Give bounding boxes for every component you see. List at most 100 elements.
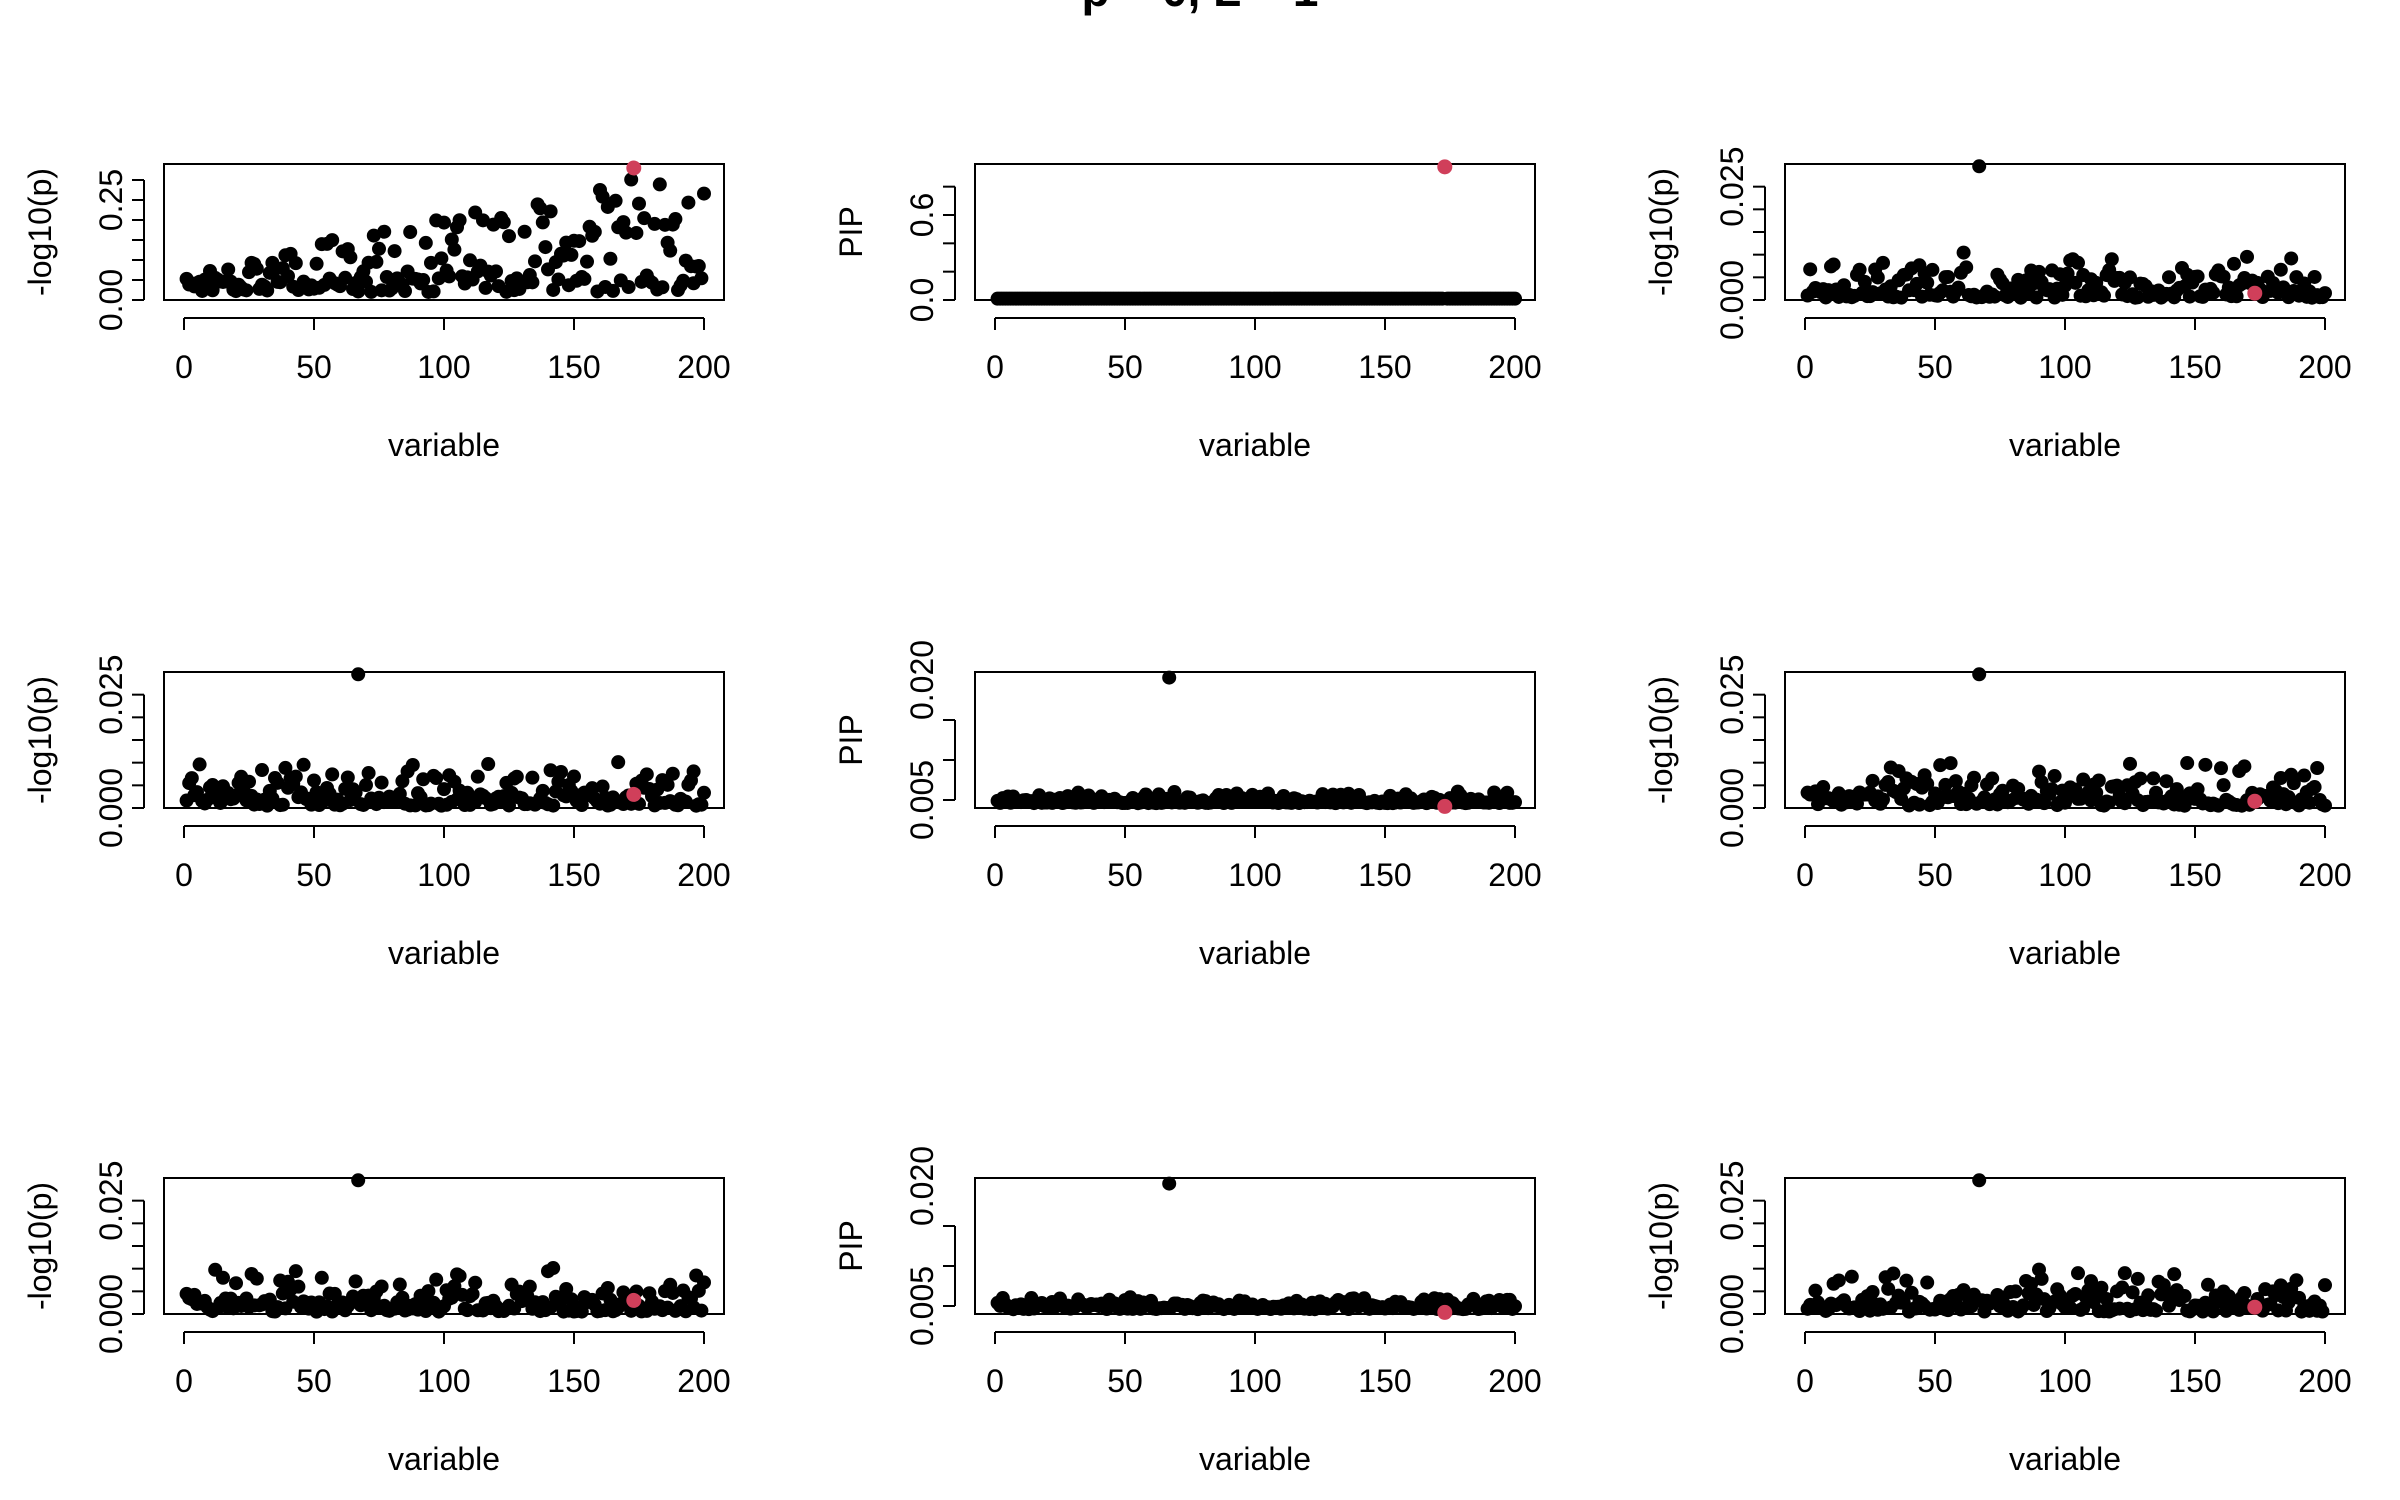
data-point	[1852, 262, 1867, 277]
data-point	[416, 273, 431, 288]
x-tick-label: 100	[417, 1363, 470, 1399]
x-tick-label: 200	[1488, 857, 1541, 893]
data-point	[348, 785, 363, 800]
data-point	[1948, 774, 1963, 789]
x-tick-label: 150	[547, 349, 600, 385]
x-tick-label: 0	[175, 349, 193, 385]
y-axis-title: -log10(p)	[22, 676, 58, 804]
data-point	[2307, 780, 2322, 795]
data-point	[239, 283, 254, 298]
data-point	[2084, 1274, 2098, 1289]
data-point	[587, 224, 602, 239]
data-point	[2102, 795, 2117, 810]
data-point	[281, 269, 295, 284]
data-point	[535, 783, 550, 798]
data-point	[1808, 1283, 1823, 1298]
data-point	[2089, 785, 2104, 800]
data-point	[2071, 1266, 2085, 1281]
data-point	[528, 254, 542, 269]
data-point	[2229, 289, 2244, 304]
data-point	[1870, 270, 1885, 285]
data-point	[2216, 269, 2231, 284]
data-point	[478, 280, 493, 295]
data-point	[577, 271, 592, 286]
data-point	[538, 240, 553, 255]
data-point	[343, 250, 358, 265]
data-point	[291, 1279, 306, 1294]
y-tick-label: 0.0	[904, 278, 940, 322]
data-point	[2099, 1291, 2114, 1306]
data-point	[309, 256, 324, 271]
data-point	[1912, 797, 1927, 812]
highlighted-point	[2247, 1299, 2263, 1315]
data-point	[421, 1284, 436, 1299]
plot-frame	[163, 163, 725, 301]
data-point	[374, 775, 389, 790]
data-point	[1844, 1269, 1859, 1284]
data-point	[1920, 776, 1935, 791]
data-point	[600, 1280, 615, 1295]
data-point	[611, 755, 626, 770]
y-tick-label: 0.025	[1714, 1161, 1750, 1241]
data-point	[694, 1303, 709, 1318]
x-tick-label: 50	[296, 857, 332, 893]
data-point	[2318, 798, 2332, 813]
data-point	[1876, 255, 1890, 270]
data-point	[429, 1272, 444, 1287]
data-point	[1865, 1285, 1880, 1300]
data-point	[1951, 280, 1966, 295]
data-point	[2237, 1286, 2252, 1301]
x-tick-label: 0	[1796, 857, 1814, 893]
data-point	[2146, 771, 2161, 786]
data-point	[668, 212, 683, 227]
data-point	[647, 216, 662, 231]
data-point	[426, 284, 441, 299]
data-point	[525, 275, 540, 290]
x-axis-title: variable	[1199, 427, 1311, 463]
data-point	[603, 251, 618, 266]
data-point	[1904, 1285, 1919, 1300]
y-tick-label: 0.25	[93, 169, 129, 231]
data-point	[229, 1276, 243, 1291]
data-point	[216, 1270, 230, 1285]
data-point	[2117, 1266, 2132, 1281]
data-point	[489, 264, 503, 279]
data-point	[2284, 251, 2299, 266]
data-point	[1508, 795, 1522, 810]
x-axis-title: variable	[1199, 935, 1311, 971]
x-tick-label: 100	[2038, 1363, 2091, 1399]
data-point	[2214, 761, 2228, 776]
y-axis-title: PIP	[833, 714, 869, 766]
y-axis-title: PIP	[833, 206, 869, 258]
panel-row2-col2: 0 50 100 150 200 0.005 0.020 variable PIP	[833, 640, 1542, 971]
data-point	[1920, 1275, 1935, 1290]
x-tick-label: 50	[1917, 1363, 1953, 1399]
data-point	[606, 283, 620, 298]
data-point	[1876, 792, 1890, 807]
y-tick-label: 0.025	[1714, 147, 1750, 227]
data-point	[275, 797, 290, 812]
highlighted-point	[1437, 1304, 1453, 1320]
x-axis-title: variable	[388, 935, 500, 971]
data-point	[429, 771, 444, 786]
data-point	[2060, 266, 2075, 281]
data-point	[697, 1275, 711, 1290]
data-point	[2318, 1278, 2332, 1293]
x-tick-label: 100	[1228, 349, 1281, 385]
data-point	[465, 1287, 480, 1302]
data-point	[242, 774, 256, 789]
data-point	[546, 1261, 561, 1276]
data-point	[639, 767, 654, 782]
data-point	[1826, 257, 1841, 272]
x-tick-label: 200	[2298, 349, 2351, 385]
x-axis-title: variable	[388, 427, 500, 463]
data-point	[2094, 1280, 2109, 1295]
data-point	[2159, 774, 2174, 789]
data-point	[546, 282, 561, 297]
data-point	[460, 1303, 475, 1318]
data-point	[665, 766, 680, 781]
data-point	[2097, 288, 2111, 303]
data-point	[595, 779, 610, 794]
data-point	[260, 283, 275, 298]
x-tick-label: 50	[1917, 349, 1953, 385]
